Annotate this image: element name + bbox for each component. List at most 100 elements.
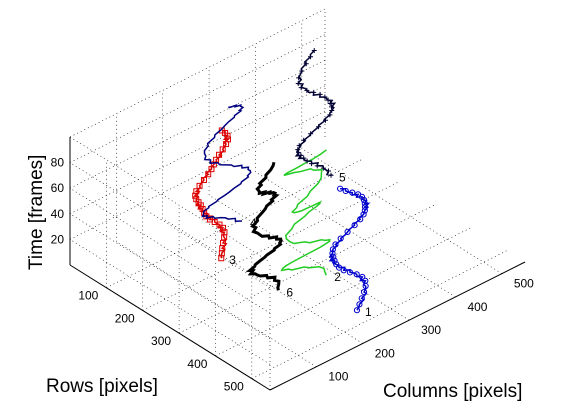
floor-grid-x	[255, 171, 456, 298]
trajectory-marker	[304, 158, 310, 164]
x-axis-line	[269, 261, 526, 391]
trajectory-marker	[309, 161, 315, 167]
x-tick-label: 300	[421, 323, 441, 337]
trajectory-marker	[224, 136, 231, 143]
trajectory-marker	[346, 269, 354, 276]
x-tick-label: 200	[375, 346, 395, 360]
x-tick-label: 400	[467, 300, 487, 314]
trajectory-marker	[360, 196, 368, 204]
y-axis-line	[69, 264, 271, 391]
trajectory-marker	[216, 151, 223, 158]
trajectory-marker	[221, 229, 228, 236]
trajectory-marker	[351, 222, 358, 229]
floor-grid-x	[162, 218, 363, 344]
trajectory-marker	[193, 188, 200, 195]
trajectory-marker	[362, 277, 369, 284]
trajectory-marker	[296, 75, 302, 81]
back-wall-grid-z	[69, 59, 326, 189]
trajectory-marker	[329, 104, 335, 110]
trajectory-marker	[320, 165, 326, 171]
trajectory-marker	[316, 124, 322, 130]
trajectory-line-3	[193, 129, 230, 259]
trajectory-marker	[296, 143, 302, 149]
trajectory-marker	[337, 185, 344, 192]
x-axis-label: Columns [pixels]	[383, 381, 522, 402]
back-wall-grid-z	[69, 34, 326, 163]
trajectory-id-label: 6	[286, 285, 293, 299]
trajectory-marker	[333, 261, 340, 268]
trajectory-series	[192, 47, 371, 314]
grid-lines	[69, 8, 507, 390]
trajectory-marker	[322, 117, 328, 123]
trajectory-marker	[303, 61, 309, 67]
x-tick-label: 100	[328, 370, 348, 384]
y-tick-label: 300	[151, 334, 171, 348]
trajectory-id-label: 3	[229, 253, 236, 267]
trajectory-marker	[311, 89, 317, 95]
trajectory-marker	[314, 163, 320, 169]
trajectory-marker	[298, 85, 304, 91]
axes-box	[69, 137, 526, 391]
trajectory-marker	[342, 187, 349, 195]
x-tick-label: 500	[514, 277, 534, 291]
floor-grid-x	[208, 194, 410, 321]
trajectory-marker	[220, 224, 227, 231]
trajectory-id-label: 5	[339, 170, 346, 184]
trajectory-marker	[353, 271, 360, 278]
trajectory-3	[192, 127, 231, 262]
trajectory-marker	[340, 267, 347, 274]
trajectory-line-1	[328, 187, 371, 311]
trajectory-marker	[193, 196, 200, 203]
top-back-edge	[69, 8, 326, 138]
top-left-edge	[69, 136, 271, 263]
z-tick-label: 40	[51, 207, 65, 221]
trajectory-marker	[295, 81, 301, 87]
trajectory-marker	[308, 54, 314, 60]
trajectory-marker	[349, 189, 356, 196]
trajectory-marker	[311, 47, 317, 53]
trajectory-line-6	[245, 161, 283, 291]
trajectory-4	[201, 104, 252, 222]
trajectory-marker	[322, 94, 328, 100]
trajectory-2	[280, 149, 331, 276]
trajectory-marker	[331, 257, 338, 264]
trajectory-marker	[361, 200, 368, 207]
floor-grid-x	[116, 241, 317, 367]
trajectory-marker	[327, 112, 333, 118]
left-wall-grid-z	[69, 187, 271, 314]
y-tick-label: 200	[115, 311, 135, 325]
trajectory-marker	[301, 155, 307, 161]
trajectory-marker	[358, 295, 365, 302]
trajectory-marker	[357, 216, 364, 223]
trajectory-id-label: 2	[334, 270, 341, 284]
trajectory-marker	[332, 241, 339, 248]
trajectory-marker	[219, 146, 226, 153]
floor-grid-x	[301, 148, 502, 274]
z-tick-label: 80	[51, 156, 65, 170]
left-wall-grid-z	[69, 239, 271, 365]
trajectory-5	[294, 47, 337, 178]
trajectory-marker	[317, 91, 323, 97]
trajectory-marker	[353, 307, 361, 314]
z-tick-label: 20	[51, 232, 65, 246]
trajectory-marker	[296, 150, 302, 156]
trajectory-marker	[356, 301, 363, 308]
trajectory-id-label: 4	[250, 216, 257, 230]
trajectory-marker	[298, 152, 304, 158]
trajectory-marker	[361, 203, 369, 211]
trajectory-marker	[361, 207, 368, 214]
left-wall-grid-z	[69, 213, 271, 340]
trajectory-marker	[304, 87, 310, 93]
trajectory-marker	[308, 131, 314, 137]
left-wall-grid-z	[69, 162, 271, 288]
trajectory-marker	[354, 191, 362, 198]
trajectory-6	[245, 161, 283, 291]
trajectory-marker	[199, 205, 206, 212]
trajectory-marker	[344, 228, 351, 235]
trajectory-marker	[329, 246, 337, 253]
trajectory-marker	[330, 253, 337, 261]
trajectory-marker	[328, 172, 334, 178]
trajectory-id-label: 1	[365, 305, 372, 319]
trajectory-marker	[192, 192, 199, 199]
